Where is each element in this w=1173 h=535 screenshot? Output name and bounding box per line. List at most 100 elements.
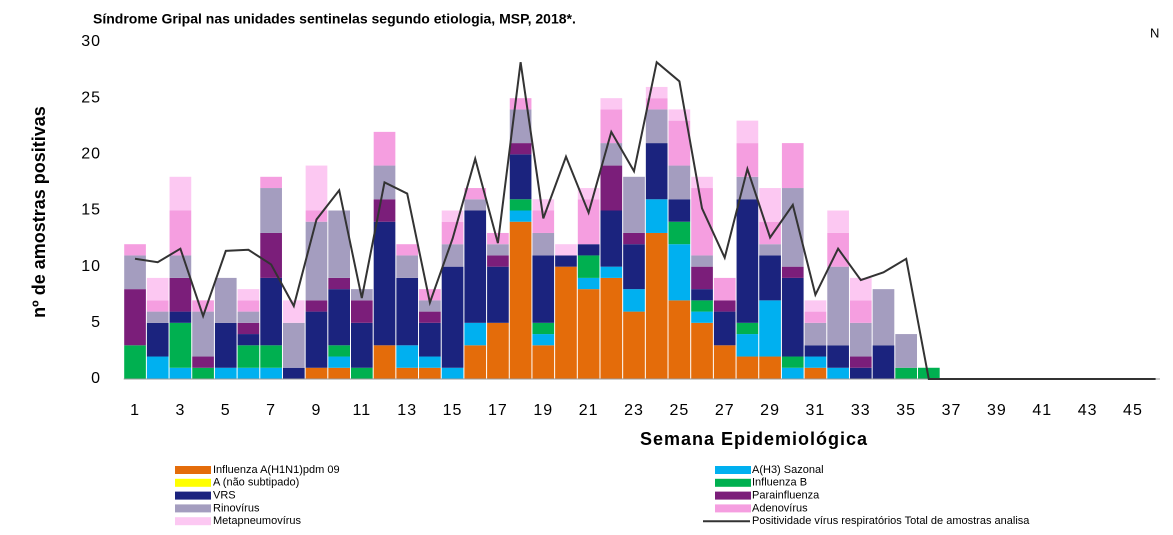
bar-segment xyxy=(668,244,691,301)
bar-segment xyxy=(532,322,555,335)
bar-segment xyxy=(804,311,827,323)
bar-segment xyxy=(305,210,328,222)
bar-segment xyxy=(260,232,282,278)
bar-segment xyxy=(464,345,487,379)
bar-segment xyxy=(600,277,623,379)
bar-segment xyxy=(849,300,872,323)
bar-segment xyxy=(146,322,169,357)
bar-segment xyxy=(623,289,645,312)
bar-segment xyxy=(645,199,668,233)
bar-segment xyxy=(124,345,146,379)
bar-segment xyxy=(396,367,419,379)
bar-segment xyxy=(169,322,192,368)
bar-segment xyxy=(781,188,804,267)
bar-segment xyxy=(464,322,487,346)
bar-segment xyxy=(668,199,691,222)
legend-label: Influenza B xyxy=(752,477,807,489)
bar-segment xyxy=(713,311,736,346)
bar-segment xyxy=(577,188,600,200)
bar-segment xyxy=(600,109,623,144)
bar-segment xyxy=(396,345,419,368)
bar-segment xyxy=(237,300,260,312)
corner-label: N xyxy=(1150,25,1159,40)
bar-segment xyxy=(509,210,532,222)
bar-segment xyxy=(169,277,192,312)
bar-segment xyxy=(577,255,600,278)
bar-segment xyxy=(781,143,804,189)
bar-segment xyxy=(759,221,781,245)
bar-segment xyxy=(260,345,282,368)
bar-segment xyxy=(396,255,419,278)
bar-segment xyxy=(691,322,713,379)
bar-segment xyxy=(804,367,827,379)
y-tick-label: 25 xyxy=(81,89,101,106)
bar-segment xyxy=(532,255,555,323)
bar-segment xyxy=(623,244,645,290)
chart-title: Síndrome Gripal nas unidades sentinelas … xyxy=(93,11,576,27)
y-tick-label: 15 xyxy=(81,202,101,219)
bar-segment xyxy=(260,176,282,189)
bar-segment xyxy=(849,322,872,357)
bar-segment xyxy=(600,165,623,211)
bar-segment xyxy=(169,367,192,379)
bar-segment xyxy=(668,221,691,245)
bar-segment xyxy=(691,311,713,323)
bar-segment xyxy=(759,300,781,357)
bar-segment xyxy=(305,165,328,211)
bar-segment xyxy=(600,266,623,278)
bar-segment xyxy=(895,367,917,379)
bar-segment xyxy=(328,367,350,379)
bar-segment xyxy=(759,255,781,301)
x-tick-label: 9 xyxy=(312,402,322,419)
bar-segment xyxy=(781,356,804,368)
x-axis-label: Semana Epidemiológica xyxy=(640,429,868,449)
bar-segment xyxy=(849,277,872,301)
bar-segment xyxy=(237,322,260,335)
bar-segment xyxy=(691,188,713,256)
bar-segment xyxy=(577,277,600,290)
bar-segment xyxy=(192,300,214,312)
x-tick-label: 23 xyxy=(624,402,644,419)
bar-segment xyxy=(464,188,487,200)
bar-segment xyxy=(691,176,713,189)
bar-segment xyxy=(192,356,214,368)
bar-segment xyxy=(668,120,691,166)
bar-segment xyxy=(305,300,328,312)
bar-segment xyxy=(736,322,759,335)
bar-segment xyxy=(827,210,849,233)
legend-swatch xyxy=(175,504,211,513)
bar-segment xyxy=(146,311,169,323)
bar-segment xyxy=(713,300,736,312)
bar-segment xyxy=(146,356,169,379)
bar-segment xyxy=(282,322,305,368)
bar-segment xyxy=(124,255,146,290)
bar-segment xyxy=(577,199,600,245)
bar-segment xyxy=(623,176,645,233)
legend-swatch xyxy=(175,478,211,487)
bar-segment xyxy=(237,334,260,346)
bar-segment xyxy=(872,345,895,379)
bar-segment xyxy=(623,232,645,245)
x-tick-label: 27 xyxy=(715,402,735,419)
bar-segment xyxy=(441,266,464,368)
bar-segment xyxy=(713,345,736,379)
y-axis-label: nº de amostras positivas xyxy=(29,106,49,318)
bar-segment xyxy=(419,300,441,312)
bar-segment xyxy=(487,266,509,323)
bar-segment xyxy=(759,356,781,379)
bar-segment xyxy=(781,266,804,278)
bar-segment xyxy=(260,277,282,346)
x-tick-label: 13 xyxy=(397,402,417,419)
bar-segment xyxy=(532,345,555,379)
bar-segment xyxy=(713,277,736,301)
x-tick-label: 35 xyxy=(896,402,916,419)
bar-segment xyxy=(419,367,441,379)
bar-segment xyxy=(169,311,192,323)
bar-segment xyxy=(736,356,759,379)
bar-segment xyxy=(464,210,487,323)
line-series xyxy=(134,60,1156,380)
legend-swatch xyxy=(715,491,751,500)
bar-segment xyxy=(532,232,555,256)
bar-segment xyxy=(441,210,464,222)
bar-segment xyxy=(373,345,396,379)
